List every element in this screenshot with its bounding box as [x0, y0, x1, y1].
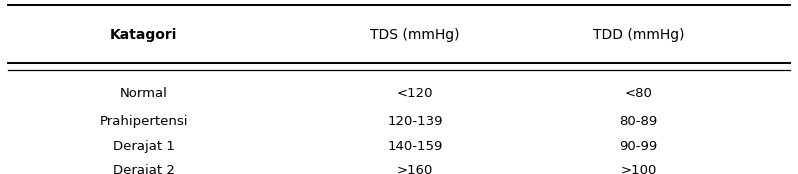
Text: 120-139: 120-139 [387, 115, 443, 128]
Text: <80: <80 [625, 88, 652, 100]
Text: Normal: Normal [120, 88, 168, 100]
Text: >160: >160 [397, 164, 433, 174]
Text: Katagori: Katagori [110, 28, 177, 42]
Text: TDD (mmHg): TDD (mmHg) [593, 28, 684, 42]
Text: Derajat 1: Derajat 1 [113, 140, 175, 153]
Text: 80-89: 80-89 [619, 115, 658, 128]
Text: TDS (mmHg): TDS (mmHg) [370, 28, 460, 42]
Text: Derajat 2: Derajat 2 [113, 164, 175, 174]
Text: 90-99: 90-99 [619, 140, 658, 153]
Text: Prahipertensi: Prahipertensi [100, 115, 188, 128]
Text: 140-159: 140-159 [387, 140, 443, 153]
Text: <120: <120 [397, 88, 433, 100]
Text: >100: >100 [620, 164, 657, 174]
